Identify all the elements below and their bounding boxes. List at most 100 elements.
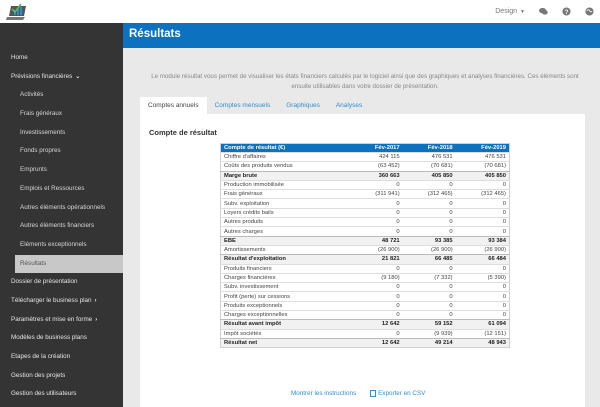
row-value: 405 850 [455, 170, 510, 181]
row-label: Produits exceptionnels [220, 300, 350, 311]
sidebar-item-label: Investissements [20, 128, 66, 136]
row-value: 0 [402, 263, 456, 274]
sidebar-item-gestion-projets[interactable]: Gestion des projets [0, 367, 123, 386]
panel-title: Compte de résultat [149, 128, 217, 137]
footer-links: Montrer les instructions Exporter en CSV [291, 390, 425, 397]
globe-icon[interactable] [585, 7, 594, 16]
table-row: Amortissements (26 900) (26 900) (26 900) [220, 244, 510, 255]
row-value: 66 484 [455, 254, 510, 265]
row-label: Subv. exploitation [220, 198, 350, 209]
row-value: (63 452) [349, 161, 403, 172]
table-body: Chiffre d'affaires 424 115 476 531 476 531 C… [220, 151, 510, 348]
row-value: 476 531 [402, 151, 456, 162]
svg-text:?: ? [565, 9, 569, 16]
row-value: 93 385 [402, 235, 456, 246]
export-csv-link[interactable]: Exporter en CSV [370, 390, 425, 397]
chevron-right-icon: › [94, 297, 97, 304]
row-value: 48 721 [349, 235, 403, 246]
tab-analyses[interactable]: Analyses [335, 102, 363, 109]
row-value: (26 900) [349, 244, 403, 255]
row-value: (9 939) [402, 328, 456, 339]
row-value: 0 [455, 263, 510, 274]
export-csv-label: Exporter en CSV [378, 390, 426, 397]
tab-comptes-annuels[interactable]: Comptes annuels [140, 97, 207, 114]
row-label: Production immobilisée [220, 179, 350, 190]
sidebar-item-label: Gestion des utilisateurs [11, 390, 77, 398]
sidebar-item-gestion-utilisateurs[interactable]: Gestion des utilisateurs [0, 385, 123, 404]
row-value: 0 [402, 217, 456, 227]
table-row: EBE 48 721 93 385 93 384 [220, 235, 510, 246]
sidebar-item-activites[interactable]: Activités [0, 86, 123, 105]
sidebar-item-exceptionnels[interactable]: Eléments exceptionnels [0, 236, 123, 255]
row-value: 0 [455, 179, 510, 190]
row-value: 424 115 [349, 151, 403, 162]
sidebar-item-dossier-presentation[interactable]: Dossier de présentation [0, 273, 123, 292]
sidebar-item-telecharger[interactable]: Télécharger le business plan › [0, 292, 123, 311]
right-gutter [585, 114, 600, 407]
sidebar-item-previsions-financieres[interactable]: Prévisions financières ⌄ [0, 68, 123, 87]
help-icon[interactable]: ? [562, 7, 571, 16]
row-label: EBE [220, 235, 350, 246]
row-value: 59 152 [402, 319, 456, 330]
table-row: Frais généraux (311 941) (312 465) (312 465… [220, 189, 510, 199]
design-dropdown[interactable]: Design ▼ [495, 8, 525, 15]
sidebar: Home Prévisions financières ⌄ Activités F… [0, 23, 123, 407]
top-right-controls: Design ▼ ? [495, 0, 594, 23]
row-value: 0 [455, 310, 510, 320]
row-label: Chiffre d'affaires [220, 151, 350, 162]
row-value: (312 465) [402, 189, 456, 199]
page-header: Résultats [123, 23, 600, 48]
row-value: (311 941) [349, 189, 403, 199]
row-value: 0 [349, 310, 403, 320]
show-instructions-link[interactable]: Montrer les instructions [291, 390, 356, 397]
row-value: 61 094 [455, 319, 510, 330]
row-value: (70 681) [455, 161, 510, 172]
sidebar-item-label: Résultats [20, 259, 47, 267]
row-value: 0 [349, 263, 403, 274]
sidebar-item-label: Activités [20, 91, 44, 99]
row-value: 0 [455, 300, 510, 311]
tab-graphiques[interactable]: Graphiques [286, 102, 320, 109]
row-value: 48 943 [455, 337, 510, 348]
chat-icon[interactable] [539, 7, 548, 16]
row-value: 0 [402, 310, 456, 320]
sidebar-item-resultats[interactable]: Résultats [15, 254, 123, 274]
sidebar-item-label: Dossier de présentation [11, 278, 78, 286]
table-row: Production immobilisée 0 0 0 [220, 179, 510, 190]
intro-text: Le module résultat vous permet de visual… [151, 73, 579, 90]
sidebar-item-emplois-ressources[interactable]: Emplois et Ressources [0, 180, 123, 199]
row-value: (9 180) [349, 272, 403, 283]
row-value: 0 [402, 198, 456, 209]
table-row: Marge brute 360 663 405 850 405 850 [220, 170, 510, 181]
row-value: 0 [402, 300, 456, 311]
laptop-chart-logo-icon[interactable] [6, 2, 28, 21]
row-value: (312 465) [455, 189, 510, 199]
results-panel: Compte de résultat Compte de résultat (€… [140, 114, 585, 407]
sidebar-menu: Home Prévisions financières ⌄ Activités F… [0, 23, 123, 404]
row-value: 0 [455, 217, 510, 227]
row-value: 0 [349, 226, 403, 237]
sidebar-item-parametres[interactable]: Paramètres et mise en forme › [0, 311, 123, 330]
sidebar-item-emprunts[interactable]: Emprunts [0, 161, 123, 180]
row-value: 0 [349, 217, 403, 227]
sidebar-item-autres-operationnels[interactable]: Autres éléments opérationnels [0, 199, 123, 218]
sidebar-item-frais-generaux[interactable]: Frais généraux [0, 105, 123, 124]
sidebar-item-home[interactable]: Home [0, 49, 123, 68]
row-label: Résultat avant impôt [220, 319, 350, 330]
table-row: Coûts des produits vendus (63 452) (70 681… [220, 161, 510, 172]
row-label: Marge brute [220, 170, 350, 181]
sidebar-item-fonds-propres[interactable]: Fonds propres [0, 142, 123, 161]
column-header: Fév-2017 [349, 143, 403, 153]
sidebar-item-autres-financiers[interactable]: Autres éléments financiers [0, 217, 123, 236]
sidebar-item-investissements[interactable]: Investissements [0, 124, 123, 143]
sidebar-item-label: Eléments exceptionnels [20, 240, 87, 248]
table-row: Profit (perte) sur cessions 0 0 0 [220, 291, 510, 302]
tab-comptes-mensuels[interactable]: Comptes mensuels [214, 102, 271, 109]
table-row: Loyers crédits bails 0 0 0 [220, 207, 510, 218]
sidebar-item-etapes[interactable]: Etapes de la création [0, 348, 123, 367]
row-value: 0 [402, 226, 456, 237]
row-value: (26 900) [402, 244, 456, 255]
sidebar-item-label: Modèles de business plans [11, 334, 87, 342]
row-label: Produits financiers [220, 263, 350, 274]
sidebar-item-modeles[interactable]: Modèles de business plans [0, 329, 123, 348]
